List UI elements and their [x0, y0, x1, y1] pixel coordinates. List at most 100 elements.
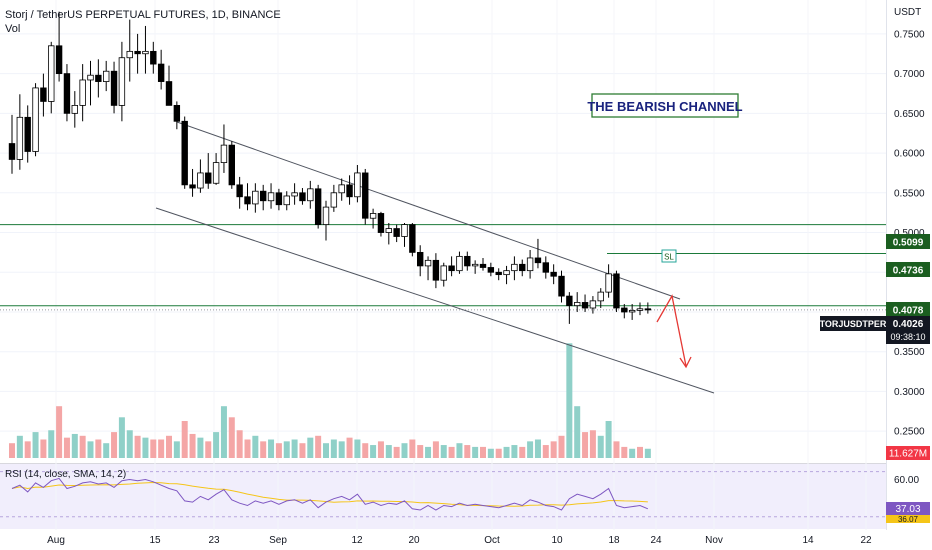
rsi-lines — [0, 471, 886, 518]
candle-down — [621, 307, 628, 313]
grid — [0, 0, 886, 530]
candle-up — [283, 195, 290, 206]
candle-up — [636, 308, 644, 311]
symbol-badge: STORJUSDTPERP — [814, 316, 893, 331]
volume-bar — [189, 433, 196, 458]
symbol-title[interactable]: Storj / TetherUS PERPETUAL FUTURES, 1D, … — [5, 9, 281, 21]
volume-bar — [56, 406, 63, 458]
candle-down — [165, 81, 173, 106]
bearish-channel[interactable] — [155, 121, 715, 394]
candle-up — [440, 265, 447, 281]
time-tick-label: Aug — [47, 535, 65, 546]
volume-bar — [9, 443, 15, 458]
candle-down — [40, 87, 47, 102]
rsi-panel-background — [0, 464, 886, 529]
candle-up — [118, 57, 126, 106]
rsi-label[interactable]: RSI (14, close, SMA, 14, 2) — [5, 469, 127, 480]
channel-label[interactable]: THE BEARISH CHANNEL — [587, 93, 743, 118]
volume-bar — [519, 446, 526, 458]
price-tick-label: 0.7500 — [894, 29, 925, 40]
symbol-badge-text: STORJUSDTPERP — [814, 319, 893, 329]
channel-upper-line[interactable] — [176, 121, 681, 300]
candle-up — [424, 259, 432, 267]
candle-down — [314, 188, 322, 225]
time-tick-label: 18 — [608, 535, 620, 546]
price-axis[interactable]: 0.75000.70000.65000.60000.55000.50000.45… — [894, 29, 925, 437]
time-tick-label: 22 — [860, 535, 872, 546]
time-tick-label: Oct — [484, 535, 500, 546]
volume-bar — [432, 441, 439, 458]
volume-bar — [63, 437, 70, 458]
price-badge-level-1: 0.5099 — [886, 234, 930, 249]
price-badge-level-1-text: 0.5099 — [893, 238, 924, 249]
volume-bar — [456, 443, 463, 458]
volume-bar — [48, 430, 55, 458]
candle-down — [55, 45, 63, 75]
candle-down — [205, 172, 212, 184]
volume-bar — [377, 441, 384, 458]
volume-bar — [87, 441, 94, 458]
time-tick-label: 14 — [802, 535, 814, 546]
countdown-text: 09:38:10 — [890, 332, 925, 342]
candle-up — [16, 116, 24, 160]
time-tick-label: Sep — [269, 535, 287, 546]
volume-bar — [644, 448, 651, 458]
candle-down — [464, 255, 471, 267]
time-axis[interactable]: Aug 15 23 Sep 12 20 Oct 10 18 24 Nov 14 22 — [47, 535, 872, 546]
last-price-text: 0.4026 — [893, 319, 924, 330]
time-tick-label: 15 — [149, 535, 161, 546]
candle-down — [377, 213, 385, 233]
candle-up — [307, 188, 314, 202]
candle-down — [558, 275, 565, 297]
candle-up — [212, 162, 220, 184]
candle-up — [503, 270, 510, 276]
volume-bar — [307, 437, 314, 458]
channel-lower-line[interactable] — [155, 207, 715, 394]
rsi-value-text: 37.03 — [895, 504, 920, 515]
volume-bar — [574, 406, 581, 458]
candle-down — [409, 224, 416, 253]
volume-bar — [111, 432, 118, 458]
candle-up — [197, 172, 204, 189]
candle-down — [173, 105, 181, 122]
candles — [8, 11, 652, 324]
candle-up — [597, 291, 604, 302]
candle-down — [566, 295, 573, 307]
volume-bar — [542, 445, 549, 458]
volume-bar — [213, 432, 220, 458]
volume-bar — [16, 435, 23, 458]
rsi-level-label: 60.00 — [894, 475, 919, 486]
volume-bar — [158, 439, 165, 458]
candle-down — [236, 184, 243, 198]
candle-down — [110, 70, 118, 106]
candle-down — [432, 259, 440, 281]
candle-up — [48, 45, 55, 102]
volume-bar — [71, 433, 78, 458]
candle-up — [252, 190, 259, 205]
volume-bar — [346, 437, 353, 458]
candle-down — [487, 267, 495, 273]
candle-up — [267, 192, 275, 202]
sl-label[interactable]: SL — [661, 249, 677, 263]
volume-bar — [173, 441, 180, 458]
candle-up — [79, 79, 86, 106]
last-price-badge: 0.4026 09:38:10 — [886, 316, 930, 344]
candle-up — [369, 213, 377, 219]
price-tick-label: 0.5000 — [894, 228, 925, 239]
candle-down — [542, 262, 549, 273]
volume-bar — [103, 443, 110, 458]
candle-down — [479, 263, 487, 268]
candle-down — [519, 263, 526, 272]
volume-bar — [79, 435, 86, 458]
candle-down — [157, 63, 165, 82]
volume-bar — [401, 443, 408, 458]
candle-up — [401, 224, 408, 237]
volume-bar — [464, 445, 471, 458]
volume-bar — [495, 448, 502, 458]
volume-bar — [370, 445, 377, 458]
volume-bar — [291, 439, 298, 458]
rsi-value-badge: 37.03 36.07 — [886, 502, 930, 524]
volume-bar — [166, 435, 172, 458]
forecast-arrow[interactable] — [656, 294, 692, 369]
